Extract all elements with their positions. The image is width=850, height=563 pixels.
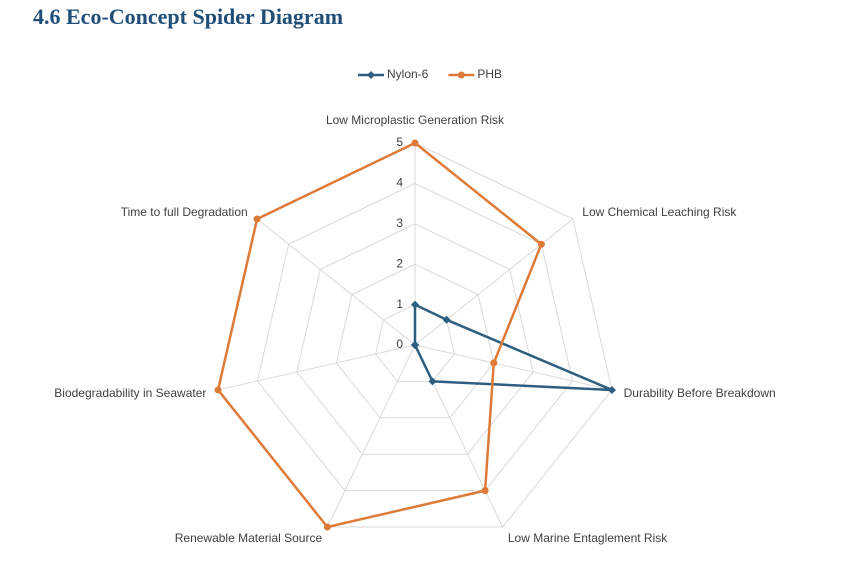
grid-ring: [296, 223, 534, 455]
series-line: [413, 303, 614, 392]
grid-ring: [375, 304, 455, 382]
marker: [411, 139, 419, 147]
category-label: Renewable Material Source: [174, 530, 323, 545]
spoke: [414, 344, 613, 391]
r-tick-label: 0: [396, 337, 403, 351]
marker: [253, 215, 261, 223]
marker: [411, 300, 419, 309]
marker: [428, 377, 437, 386]
legend-label: Nylon-6: [387, 67, 429, 81]
legend-marker: [367, 71, 375, 79]
marker: [323, 523, 331, 531]
marker: [214, 386, 222, 394]
category-label: Low Chemical Leaching Risk: [582, 204, 737, 219]
marker: [537, 240, 545, 248]
r-tick-label: 2: [396, 256, 403, 270]
marker: [481, 487, 489, 495]
category-label: Low Microplastic Generation Risk: [325, 113, 505, 127]
marker: [607, 385, 616, 394]
spoke: [256, 218, 416, 346]
legend-marker: [457, 71, 465, 79]
category-label: Time to full Degradation: [120, 204, 248, 219]
r-tick-label: 5: [396, 135, 403, 149]
marker: [490, 359, 498, 367]
spoke: [217, 344, 416, 391]
category-label: Low Marine Entaglement Risk: [507, 530, 668, 545]
heading: 4.6 Eco-Concept Spider Diagram: [33, 4, 344, 29]
grid-ring: [256, 182, 574, 492]
marker: [442, 315, 451, 324]
category-label: Biodegradability in Seawater: [54, 385, 207, 400]
grid-ring: [335, 263, 495, 419]
category-label: Durability Before Breakdown: [623, 385, 776, 400]
legend-label: PHB: [477, 67, 502, 81]
r-tick-label: 3: [396, 216, 403, 230]
marker: [411, 341, 419, 349]
spoke: [414, 218, 574, 346]
spoke: [326, 344, 416, 528]
r-tick-label: 1: [396, 297, 403, 311]
series-line: [216, 141, 543, 529]
r-tick-label: 4: [396, 176, 403, 190]
